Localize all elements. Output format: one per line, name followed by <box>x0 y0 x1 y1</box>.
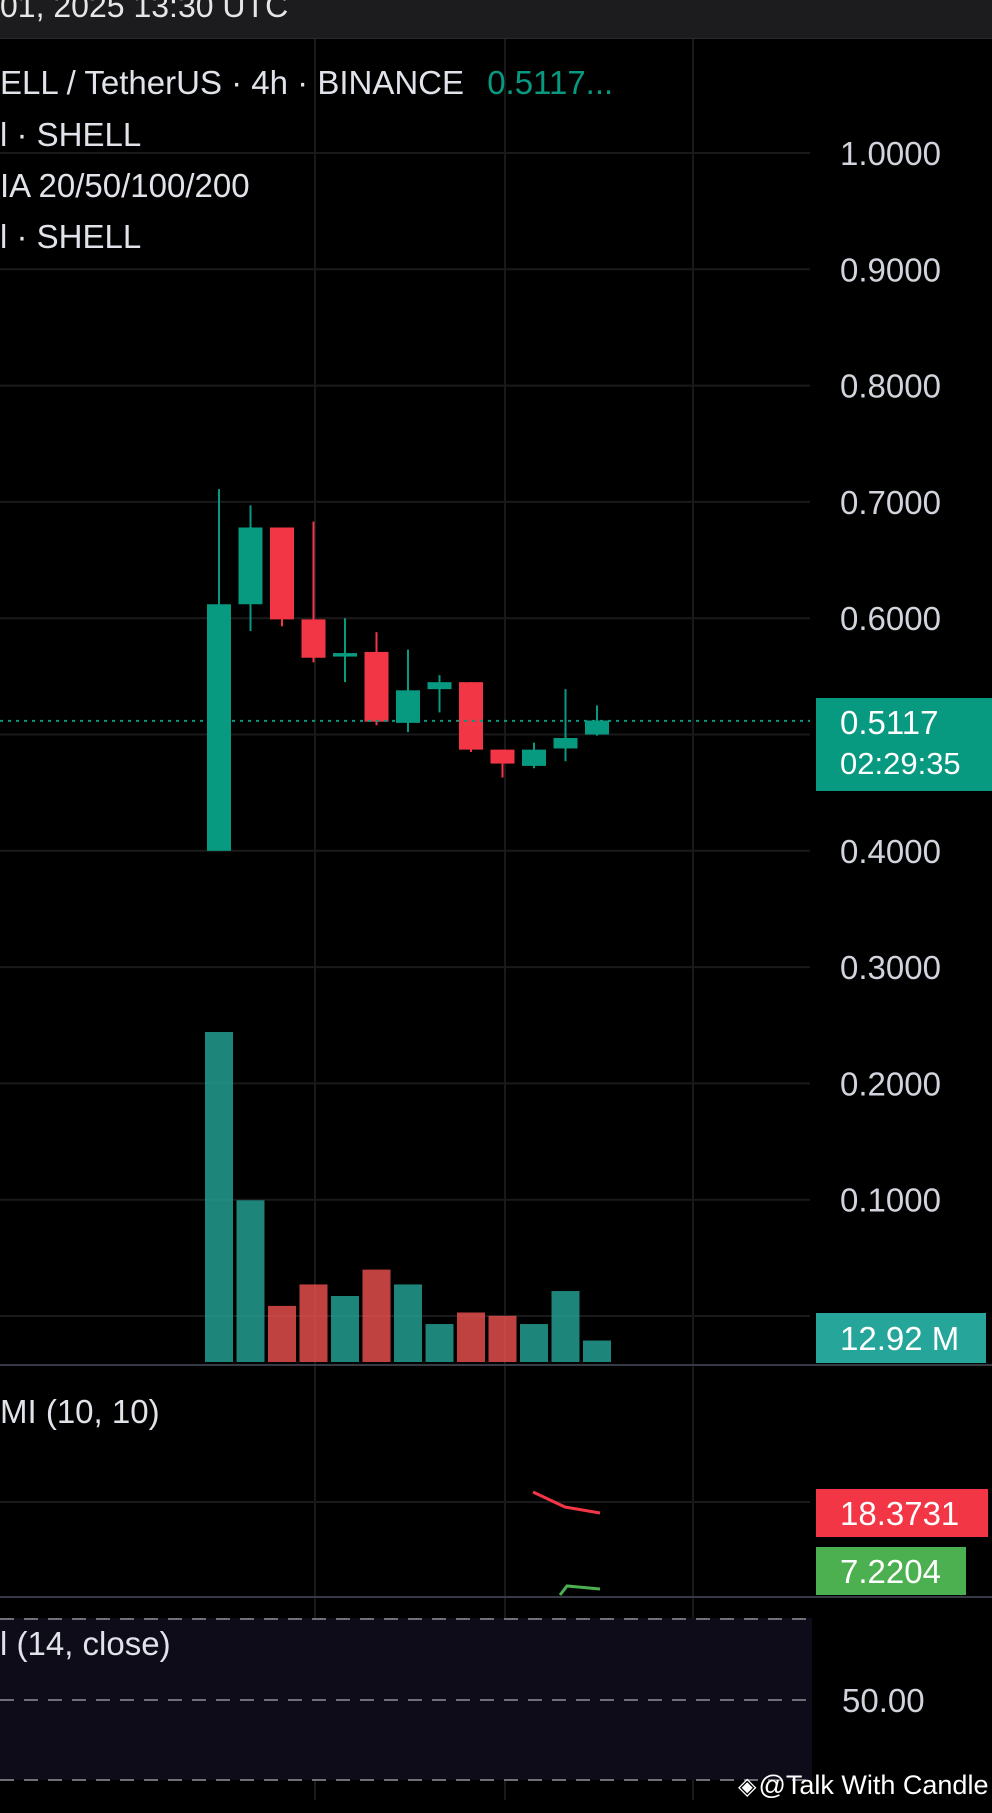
volume-bar <box>551 1291 580 1362</box>
volume-bar <box>205 1032 233 1362</box>
price-axis-label: 0.7000 <box>840 484 941 521</box>
candle-body <box>238 527 263 605</box>
indicator-legend-1[interactable]: l · SHELL <box>0 116 141 154</box>
current-price-label: 0.5117 02:29:35 <box>816 698 992 791</box>
price-axis-label: 0.4000 <box>840 833 941 870</box>
candle-body <box>333 653 357 657</box>
current-price-value: 0.5117 <box>840 704 939 741</box>
volume-bar <box>583 1340 611 1362</box>
candle <box>553 689 578 762</box>
candles <box>0 489 810 851</box>
price-axis-label: 0.8000 <box>840 368 941 405</box>
grid-lines <box>0 38 992 1800</box>
price-axis-labels: 1.0000 0.9000 0.8000 0.7000 0.6000 0.4000 0.30… <box>840 135 941 1219</box>
candle <box>459 682 483 752</box>
candle-body <box>396 690 420 723</box>
candle <box>364 632 389 726</box>
rsi-pane-title[interactable]: l (14, close) <box>0 1625 171 1663</box>
price-axis-label: 0.6000 <box>840 600 941 637</box>
symbol-text: ELL / TetherUS · 4h · BINANCE <box>0 64 465 101</box>
pane-backgrounds <box>0 1618 812 1781</box>
indicator-2-label: IA 20/50/100/200 <box>0 167 250 204</box>
price-axis-label: 1.0000 <box>840 135 941 172</box>
dmi-plus-line <box>558 1584 601 1596</box>
candle <box>427 675 452 713</box>
volume-bars <box>205 1032 611 1362</box>
volume-bar <box>394 1284 422 1362</box>
price-axis-label: 0.1000 <box>840 1182 941 1219</box>
indicator-1-label: l · SHELL <box>0 116 142 153</box>
candle-body <box>301 619 326 658</box>
candle-body <box>522 749 546 766</box>
candle-body <box>490 749 515 764</box>
rsi-title-text: l (14, close) <box>0 1625 171 1662</box>
candle <box>522 742 546 769</box>
candle-body <box>585 720 609 735</box>
candle <box>270 527 294 627</box>
dmi-title-text: MI (10, 10) <box>0 1393 160 1430</box>
candle <box>207 489 231 851</box>
candle-body <box>270 527 294 620</box>
volume-value-text: 12.92 M <box>840 1320 960 1357</box>
datetime-text: 01, 2025 13:30 UTC <box>0 0 289 24</box>
indicator-legend-2[interactable]: IA 20/50/100/200 <box>0 167 250 205</box>
candle <box>333 618 357 683</box>
dmi-red-value-label: 18.3731 <box>816 1489 988 1537</box>
volume-bar <box>425 1324 454 1362</box>
price-axis-label: 0.3000 <box>840 949 941 986</box>
symbol-legend[interactable]: ELL / TetherUS · 4h · BINANCE 0.5117... <box>0 64 613 102</box>
binance-logo-icon: ◈ <box>738 1773 757 1800</box>
volume-bar <box>488 1315 517 1362</box>
volume-bar <box>457 1312 485 1362</box>
watermark-text: @Talk With Candle <box>758 1770 989 1800</box>
candle-body <box>207 604 231 851</box>
candle-body <box>553 737 578 749</box>
dmi-lines <box>532 1490 601 1596</box>
rsi-level-label: 50.00 <box>842 1682 925 1720</box>
indicator-legend-3[interactable]: l · SHELL <box>0 218 141 256</box>
candle <box>396 649 420 733</box>
candle <box>238 505 263 631</box>
dmi-green-value: 7.2204 <box>840 1553 941 1590</box>
candle-body <box>459 682 483 750</box>
volume-value-label: 12.92 M <box>816 1313 986 1363</box>
candle-body <box>364 651 389 722</box>
dmi-minus-line <box>532 1490 601 1515</box>
bar-countdown: 02:29:35 <box>840 746 961 781</box>
volume-bar <box>362 1269 391 1362</box>
price-axis-label: 0.9000 <box>840 251 941 288</box>
dmi-green-value-label: 7.2204 <box>816 1547 966 1595</box>
dmi-pane-title[interactable]: MI (10, 10) <box>0 1393 160 1431</box>
volume-bar <box>268 1305 296 1362</box>
candle <box>490 749 515 778</box>
dmi-red-value: 18.3731 <box>840 1495 960 1532</box>
price-axis-label: 0.2000 <box>840 1065 941 1102</box>
indicator-3-label: l · SHELL <box>0 218 142 255</box>
volume-bar <box>331 1296 359 1362</box>
volume-bar <box>520 1324 548 1362</box>
candle <box>585 705 609 736</box>
volume-bar <box>236 1200 265 1362</box>
rsi-level-text: 50.00 <box>842 1682 925 1719</box>
candle-body <box>427 682 452 690</box>
last-price-text: 0.5117... <box>487 64 614 101</box>
watermark: ◈@Talk With Candle <box>738 1770 988 1801</box>
candle <box>301 521 326 663</box>
datetime-bar: 01, 2025 13:30 UTC <box>0 0 992 39</box>
volume-bar <box>299 1284 328 1362</box>
